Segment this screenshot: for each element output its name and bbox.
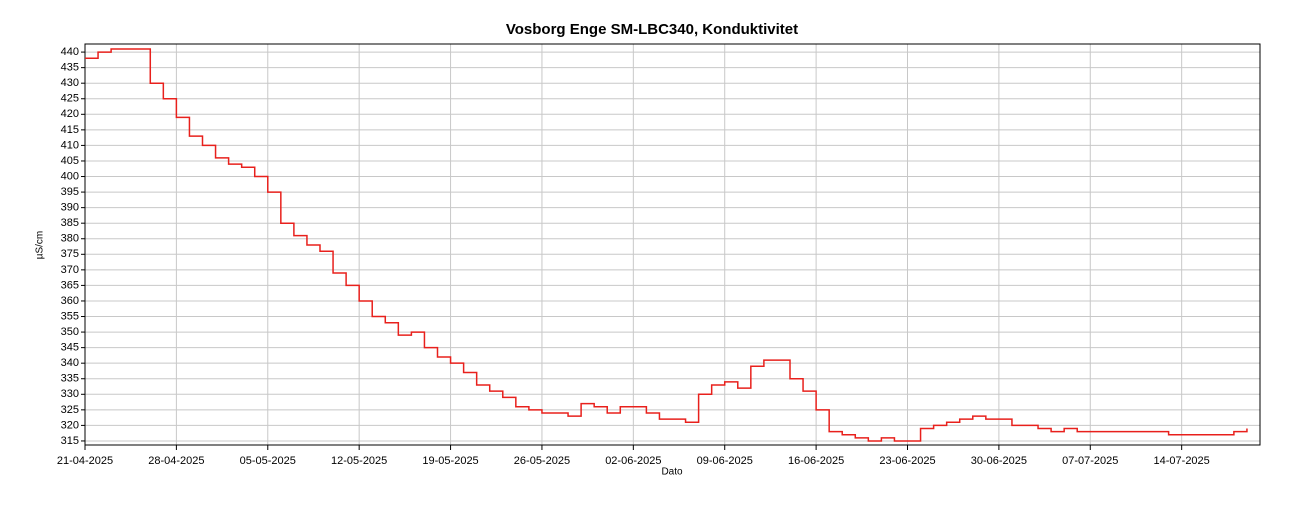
x-tick-label: 14-07-2025 — [1154, 455, 1210, 467]
y-tick-label: 365 — [61, 279, 79, 291]
y-tick-label: 440 — [61, 46, 79, 58]
x-tick-label: 26-05-2025 — [514, 455, 570, 467]
y-tick-label: 425 — [61, 93, 79, 105]
y-tick-label: 400 — [61, 170, 79, 182]
y-tick-label: 325 — [61, 404, 79, 416]
y-tick-label: 330 — [61, 388, 79, 400]
y-tick-label: 345 — [61, 342, 79, 354]
y-tick-label: 430 — [61, 77, 79, 89]
y-tick-label: 415 — [61, 124, 79, 136]
x-tick-label: 19-05-2025 — [422, 455, 478, 467]
x-tick-label: 23-06-2025 — [879, 455, 935, 467]
x-tick-label: 07-07-2025 — [1062, 455, 1118, 467]
y-tick-label: 340 — [61, 357, 79, 369]
y-tick-label: 410 — [61, 139, 79, 151]
y-tick-label: 390 — [61, 202, 79, 214]
y-tick-label: 360 — [61, 295, 79, 307]
x-axis-label: Dato — [661, 467, 683, 478]
x-tick-label: 05-05-2025 — [240, 455, 296, 467]
y-tick-label: 370 — [61, 264, 79, 276]
y-tick-label: 315 — [61, 435, 79, 447]
x-tick-label: 28-04-2025 — [148, 455, 204, 467]
y-tick-label: 380 — [61, 233, 79, 245]
y-tick-label: 320 — [61, 419, 79, 431]
y-tick-label: 335 — [61, 373, 79, 385]
x-tick-label: 02-06-2025 — [605, 455, 661, 467]
x-tick-label: 30-06-2025 — [971, 455, 1027, 467]
y-tick-label: 350 — [61, 326, 79, 338]
x-tick-label: 21-04-2025 — [57, 455, 113, 467]
plot-frame — [84, 43, 1261, 446]
y-axis-label: µS/cm — [35, 231, 46, 260]
y-tick-label: 385 — [61, 217, 79, 229]
y-tick-label: 355 — [61, 310, 79, 322]
chart-title: Vosborg Enge SM-LBC340, Konduktivitet — [506, 21, 798, 38]
x-tick-label: 16-06-2025 — [788, 455, 844, 467]
y-tick-label: 420 — [61, 108, 79, 120]
y-tick-label: 435 — [61, 62, 79, 74]
data-line — [85, 48, 1248, 442]
x-tick-label: 12-05-2025 — [331, 455, 387, 467]
y-tick-label: 395 — [61, 186, 79, 198]
x-tick-label: 09-06-2025 — [697, 455, 753, 467]
y-tick-label: 405 — [61, 155, 79, 167]
y-tick-label: 375 — [61, 248, 79, 260]
